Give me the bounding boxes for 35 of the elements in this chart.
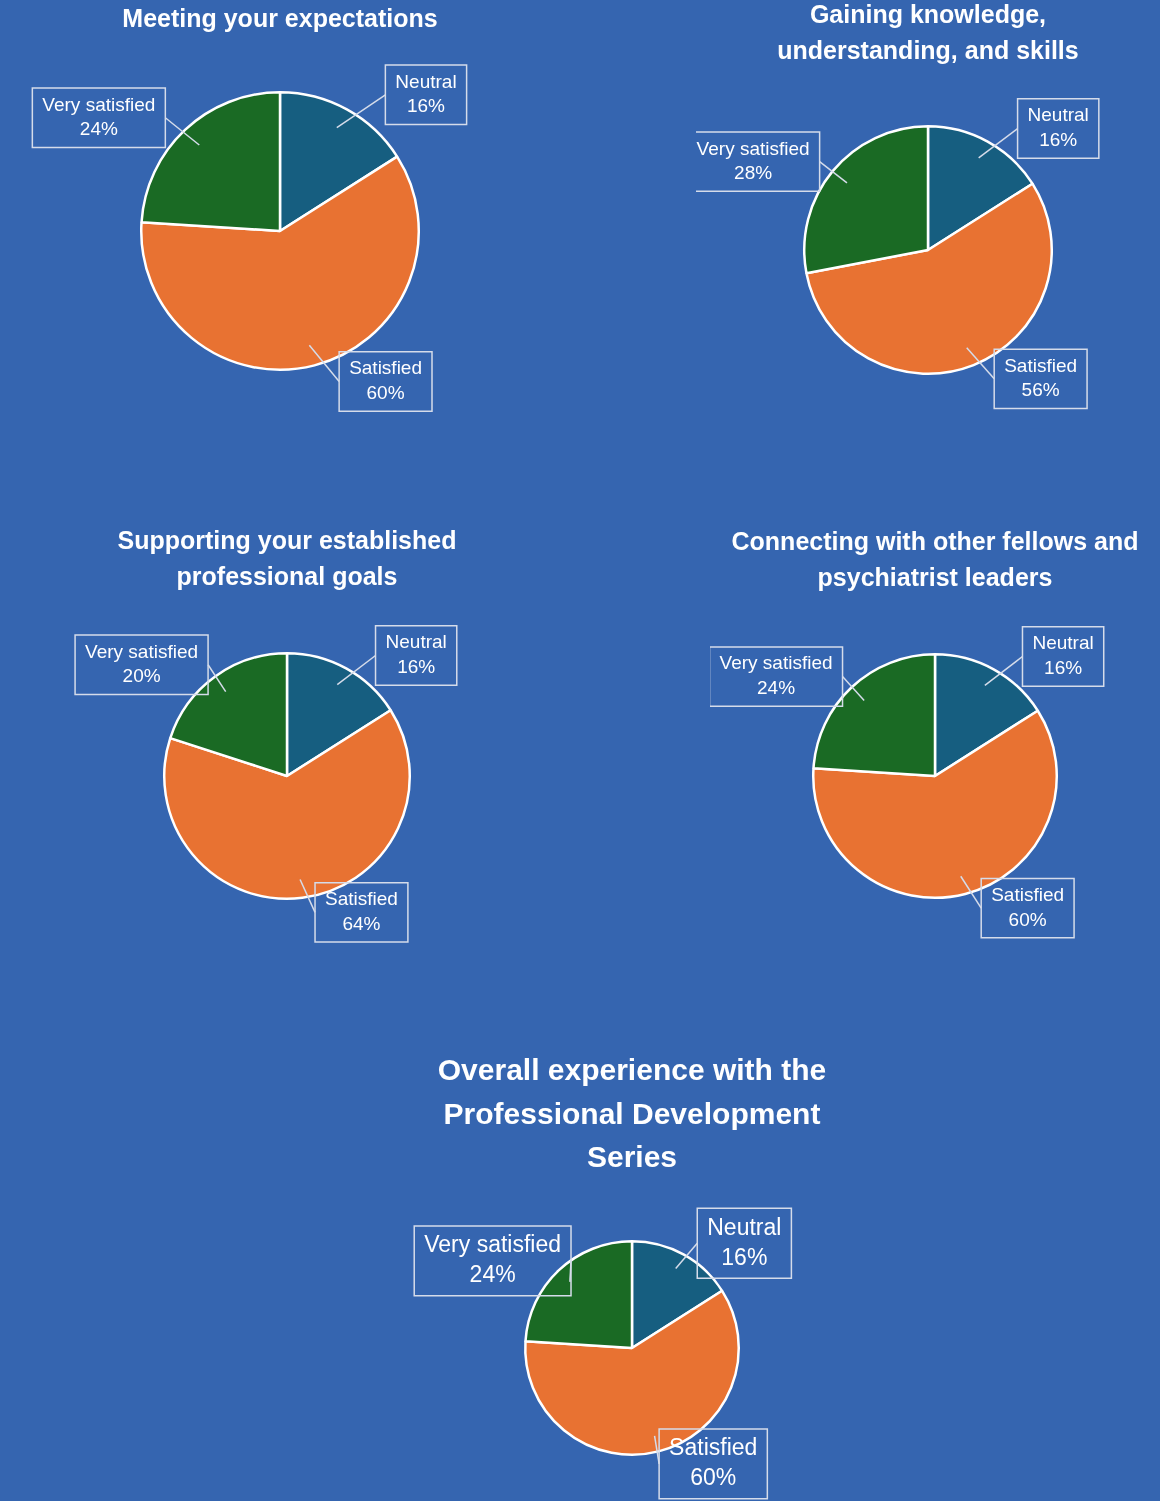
- data-label: 24%: [757, 677, 796, 699]
- chart-title: Gaining knowledge, understanding, and skills: [776, 0, 1080, 67]
- slice-label: Very satisfied: [696, 137, 810, 159]
- chart-title: Connecting with other fellows and psychiatrist leaders: [730, 526, 1140, 594]
- slice-label: Neutral: [395, 70, 457, 92]
- data-label: 56%: [1021, 379, 1060, 401]
- slice-label: Very satisfied: [42, 93, 156, 115]
- chart-title: Overall experience with the Professional Development Series: [436, 1052, 828, 1175]
- data-label: 24%: [79, 118, 118, 140]
- data-label: 28%: [734, 162, 773, 184]
- data-label: 20%: [122, 665, 161, 687]
- slice-label: Neutral: [385, 631, 447, 653]
- data-label: 24%: [469, 1261, 516, 1288]
- slice-label: Very satisfied: [424, 1231, 562, 1258]
- slice-label: Very satisfied: [719, 652, 833, 674]
- chart-title: Supporting your established professional goals: [116, 525, 458, 593]
- data-label: 60%: [366, 382, 405, 404]
- slice-label: Very satisfied: [85, 640, 199, 662]
- slice-label: Neutral: [1032, 632, 1094, 654]
- slice-label: Satisfied: [325, 888, 398, 910]
- slice-label: Satisfied: [669, 1434, 758, 1461]
- chart-title: Meeting your expectations: [121, 3, 439, 34]
- slice-label: Satisfied: [991, 883, 1065, 905]
- data-label: 60%: [1008, 908, 1047, 930]
- data-label: 16%: [1044, 657, 1083, 679]
- data-label: 16%: [406, 95, 446, 117]
- data-label: 64%: [342, 912, 381, 934]
- data-label: 16%: [721, 1243, 768, 1270]
- slice-label: Satisfied: [1004, 354, 1078, 376]
- slice-label: Neutral: [707, 1213, 782, 1240]
- slice-label: Satisfied: [349, 357, 423, 379]
- data-label: 60%: [690, 1464, 737, 1491]
- slice-label: Neutral: [1027, 104, 1089, 126]
- data-label: 16%: [397, 656, 436, 678]
- data-label: 16%: [1039, 129, 1078, 151]
